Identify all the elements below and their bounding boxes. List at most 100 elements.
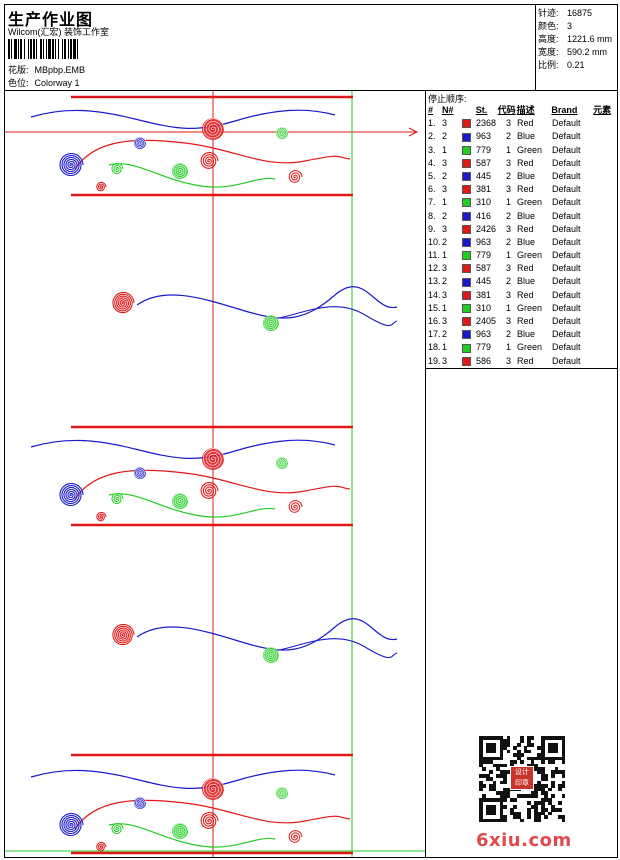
color-swatch-box	[462, 343, 471, 353]
color-swatch-box	[462, 290, 471, 300]
design-file-label: 花版:	[8, 65, 29, 75]
red-curl-1	[288, 170, 303, 183]
color-swatch	[462, 170, 476, 183]
qr-code	[479, 736, 566, 823]
color-swatch	[462, 223, 476, 236]
stop-num: 6.	[428, 184, 436, 195]
stop-st: 381	[476, 289, 492, 300]
stop-row: 5. 2 445 2 Blue Default	[426, 170, 617, 183]
stop-n: 1	[442, 144, 448, 155]
stop-n: 2	[442, 131, 448, 142]
green-filled-circle-1-texture	[172, 163, 189, 178]
stop-n: 3	[442, 263, 448, 274]
green-small-circle-1-texture	[276, 127, 289, 139]
stop-brand: Default	[552, 236, 581, 247]
green-filled-circle-b-2-texture	[263, 647, 280, 662]
green-small-circle-2-texture	[276, 457, 289, 469]
stop-num: 13.	[428, 276, 441, 287]
stop-desc: Blue	[517, 131, 536, 142]
stop-brand: Default	[552, 197, 581, 208]
stop-row: 4. 3 587 3 Red Default	[426, 157, 617, 170]
blue-spiral-2	[59, 482, 84, 507]
stop-n: 3	[442, 223, 448, 234]
color-swatch	[462, 302, 476, 315]
stop-st: 2426	[476, 223, 497, 234]
stop-desc: Red	[517, 118, 534, 129]
stop-row: 16. 3 2405 3 Red Default	[426, 315, 617, 328]
color-swatch	[462, 130, 476, 143]
design-file-row: 花版: MBpbp.EMB	[8, 63, 85, 76]
stop-st: 587	[476, 263, 492, 274]
blue-filled-circle-2-texture	[134, 467, 147, 479]
stop-sequence-title: 停止顺序:	[428, 94, 467, 104]
stop-desc: Red	[517, 157, 534, 168]
stop-code: 1	[505, 144, 511, 155]
stop-st: 416	[476, 210, 492, 221]
stop-num: 1.	[428, 118, 436, 129]
page-title: 生产作业图	[8, 12, 94, 29]
blue-filled-circle-1-texture	[134, 137, 147, 149]
stop-code: 1	[505, 250, 511, 261]
stop-brand: Default	[552, 118, 581, 129]
stop-sequence-header: # N# St. 代码 描述 Brand 元素	[428, 105, 612, 115]
stop-desc: Green	[517, 197, 543, 208]
blue-wave-line-3	[30, 769, 336, 789]
stop-code: 2	[505, 236, 511, 247]
stop-row: 13. 2 445 2 Blue Default	[426, 275, 617, 288]
stop-n: 2	[442, 170, 448, 181]
stop-row: 7. 1 310 1 Green Default	[426, 196, 617, 209]
stop-sequence-rows: 1. 3 2368 3 Red Default 2. 2 963 2 Blue Default 3. 1 7…	[426, 117, 617, 368]
stop-code: 3	[505, 316, 511, 326]
color-swatch	[462, 328, 476, 341]
stop-num: 7.	[428, 197, 436, 208]
stop-desc: Blue	[517, 170, 536, 181]
green-curl-2	[111, 493, 124, 504]
stop-n: 2	[442, 236, 448, 247]
color-swatch	[462, 236, 476, 249]
stop-num: 12.	[428, 263, 441, 274]
stop-brand: Default	[552, 355, 581, 366]
stop-n: 3	[442, 118, 448, 129]
blue-wave-b-1	[136, 286, 398, 319]
stop-num: 19.	[428, 355, 441, 366]
stop-row: 6. 3 381 3 Red Default	[426, 183, 617, 196]
stop-num: 9.	[428, 223, 436, 234]
stop-brand: Default	[552, 263, 581, 274]
stat-scale: 比例: 0.21	[538, 60, 585, 70]
stop-num: 18.	[428, 342, 441, 353]
green-small-circle-3-texture	[276, 787, 289, 799]
blue-spiral-1	[59, 152, 84, 177]
barcode	[8, 39, 120, 59]
red-spiral-3	[200, 812, 219, 829]
stop-desc: Red	[517, 289, 534, 300]
stop-desc: Green	[517, 144, 543, 155]
stop-code: 3	[505, 118, 511, 129]
red-small-curl-2	[96, 511, 107, 522]
red-spiral-2	[200, 482, 219, 499]
stop-st: 963	[476, 131, 492, 142]
stop-row: 9. 3 2426 3 Red Default	[426, 223, 617, 236]
stop-num: 17.	[428, 329, 441, 340]
red-seal-stamp: 设计 印章	[510, 766, 534, 790]
design-file-value: MBpbp.EMB	[34, 65, 86, 75]
stop-brand: Default	[552, 223, 581, 234]
red-filled-circle-2-texture	[203, 448, 225, 469]
stop-st: 445	[476, 170, 492, 181]
red-spiral-1	[200, 152, 219, 169]
stop-st: 779	[476, 144, 492, 155]
color-swatch-box	[462, 185, 471, 195]
stop-row: 8. 2 416 2 Blue Default	[426, 210, 617, 223]
stop-n: 2	[442, 276, 448, 287]
stop-num: 5.	[428, 170, 436, 181]
stop-code: 2	[505, 170, 511, 181]
company-name: Wilcom(汇宏) 装饰工作室	[8, 27, 109, 37]
color-swatch-box	[462, 158, 471, 168]
color-swatch-box	[462, 145, 471, 155]
color-swatch	[462, 249, 476, 262]
stop-desc: Red	[517, 316, 534, 326]
blue-wave-b-2	[136, 618, 398, 651]
stop-n: 3	[442, 157, 448, 168]
blue-wave-b2-2	[274, 638, 398, 659]
stop-row: 19. 3 586 3 Red Default	[426, 355, 617, 368]
color-swatch	[462, 196, 476, 209]
